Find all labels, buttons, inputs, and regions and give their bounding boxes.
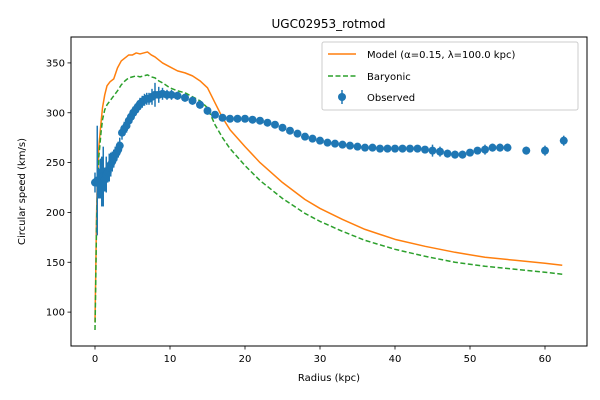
x-tick-label: 30 xyxy=(314,354,327,365)
x-axis-label: Radius (kpc) xyxy=(298,373,360,384)
observed-point xyxy=(522,146,531,155)
observed-point xyxy=(167,90,176,99)
legend-box xyxy=(321,41,579,111)
observed-point xyxy=(308,134,317,143)
observed-point xyxy=(278,123,287,132)
plot-frame xyxy=(70,36,588,347)
observed-point xyxy=(353,142,362,151)
x-axis: 0 10 20 30 40 50 60 xyxy=(92,346,552,365)
observed-point xyxy=(181,93,189,102)
observed-point xyxy=(398,144,407,153)
observed-point xyxy=(203,106,212,115)
observed-point xyxy=(421,145,429,154)
y-axis-label: Circular speed (km/s) xyxy=(17,138,28,245)
x-tick-label: 0 xyxy=(92,354,98,365)
legend: Model (α=0.15, λ=100.0 kpc) Baryonic Obs… xyxy=(321,41,579,111)
observed-point xyxy=(451,150,459,159)
observed-point xyxy=(346,141,354,150)
observed-point xyxy=(413,144,422,153)
legend-label-baryonic: Baryonic xyxy=(367,72,411,83)
x-tick-label: 60 xyxy=(539,354,552,365)
observed-point xyxy=(218,113,227,122)
y-tick-label: 150 xyxy=(46,258,65,269)
plot-area xyxy=(70,36,588,347)
series-line-model xyxy=(94,51,563,323)
observed-point xyxy=(115,141,124,150)
observed-point xyxy=(338,140,347,149)
y-tick-label: 200 xyxy=(46,208,65,219)
observed-point xyxy=(248,115,257,124)
observed-point xyxy=(488,143,497,152)
observed-point xyxy=(368,143,377,152)
y-tick-label: 300 xyxy=(46,108,65,119)
observed-point xyxy=(241,114,249,123)
observed-point xyxy=(361,143,369,152)
observed-point xyxy=(331,139,339,148)
legend-label-model: Model (α=0.15, λ=100.0 kpc) xyxy=(367,50,515,61)
observed-point xyxy=(271,120,279,129)
observed-point xyxy=(466,148,474,157)
legend-label-observed: Observed xyxy=(367,93,415,104)
observed-point xyxy=(196,100,204,109)
observed-point xyxy=(323,138,332,147)
y-tick-label: 250 xyxy=(46,158,65,169)
observed-point xyxy=(496,143,504,152)
legend-swatch-observed-marker xyxy=(338,93,346,101)
observed-point xyxy=(316,136,324,145)
observed-point xyxy=(256,116,264,125)
series-layer xyxy=(91,51,568,331)
observed-point xyxy=(211,110,219,119)
observed-point xyxy=(473,146,482,155)
y-tick-label: 350 xyxy=(46,58,65,69)
observed-point xyxy=(233,114,242,123)
observed-point xyxy=(481,145,489,154)
observed-point xyxy=(428,146,437,155)
observed-point xyxy=(383,144,392,153)
observed-point xyxy=(443,149,452,158)
observed-point xyxy=(406,144,414,153)
observed-point xyxy=(188,96,197,105)
y-axis: 100 150 200 250 300 350 xyxy=(46,58,71,319)
observed-point xyxy=(263,118,272,127)
x-tick-label: 50 xyxy=(464,354,477,365)
x-tick-label: 20 xyxy=(239,354,252,365)
observed-point xyxy=(173,91,182,100)
observed-point xyxy=(391,144,399,153)
observed-points xyxy=(91,82,568,236)
chart-title: UGC02953_rotmod xyxy=(272,17,386,31)
observed-point xyxy=(458,150,467,159)
y-tick-label: 100 xyxy=(46,308,65,319)
observed-point xyxy=(436,147,444,156)
observed-point xyxy=(376,144,384,153)
x-tick-label: 10 xyxy=(164,354,177,365)
x-tick-label: 40 xyxy=(389,354,402,365)
observed-point xyxy=(226,114,234,123)
observed-point xyxy=(286,126,294,135)
observed-point xyxy=(559,136,568,145)
observed-point xyxy=(503,143,512,152)
observed-point xyxy=(541,146,549,155)
observed-point xyxy=(301,132,309,141)
observed-point xyxy=(293,129,302,138)
